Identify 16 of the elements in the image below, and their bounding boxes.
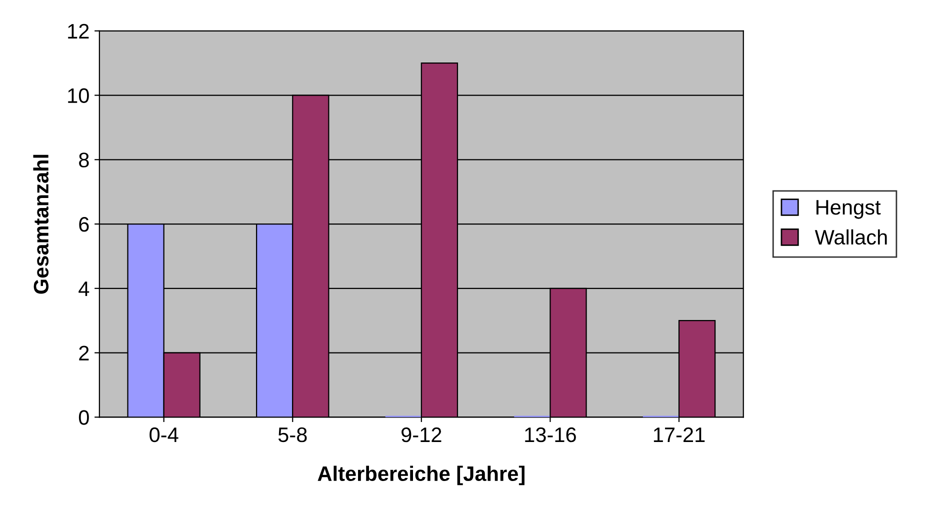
y-tick-label: 8 <box>79 152 89 168</box>
x-tick-label: 13-16 <box>525 427 576 442</box>
legend-label: Wallach <box>814 229 887 245</box>
y-tick-label: 2 <box>79 346 89 360</box>
y-tick-label: 12 <box>68 24 89 38</box>
y-tick-label: 4 <box>78 282 90 296</box>
x-tick-label: 0-4 <box>150 427 178 442</box>
x-tick-label: 17-21 <box>654 427 705 442</box>
y-tick-label: 0 <box>78 410 89 425</box>
x-axis-title: Alterbereiche [Jahre] <box>318 466 524 486</box>
x-tick-label: 5-8 <box>278 427 307 442</box>
y-axis-title: Gesamtanzahl <box>33 154 49 294</box>
legend-label: Hengst <box>816 200 881 219</box>
y-tick-label: 6 <box>79 217 89 232</box>
x-tick-label: 9-12 <box>402 427 442 442</box>
y-tick-label: 10 <box>68 88 89 104</box>
